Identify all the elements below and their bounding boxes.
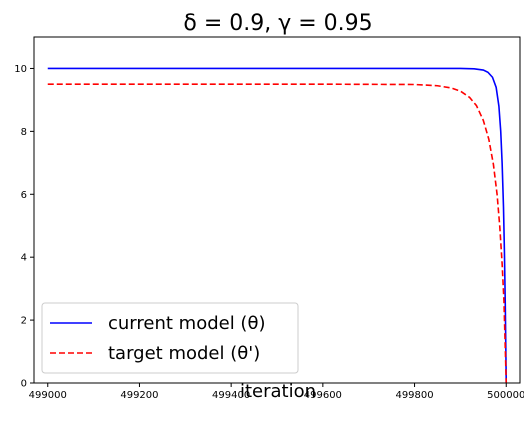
- x-tick-label: 499800: [395, 390, 433, 401]
- chart-title: δ = 0.9, γ = 0.95: [183, 11, 372, 36]
- y-tick-label: 2: [21, 316, 27, 327]
- series-line-1: [47, 67, 508, 384]
- y-tick-label: 0: [21, 379, 27, 390]
- legend-box: [41, 302, 299, 374]
- legend: current model (θ) target model (θ'): [41, 302, 299, 374]
- plot-area: [33, 36, 521, 384]
- x-tick-label: 499000: [29, 390, 67, 401]
- y-tick-label: 6: [21, 190, 27, 201]
- y-tick-label: 8: [21, 127, 27, 138]
- y-tick-label: 4: [21, 253, 27, 264]
- y-tick-label: 10: [14, 64, 27, 75]
- x-tick-label: 499600: [304, 390, 342, 401]
- y-axis: 0 2 4 6 8 10: [14, 64, 34, 390]
- x-tick-label: 500000: [487, 390, 524, 401]
- x-tick-label: 499400: [212, 390, 250, 401]
- x-tick-label: 499200: [120, 390, 158, 401]
- x-axis: 499000 499200 499400 499600 499800 500000: [29, 383, 524, 401]
- axes-frame: [33, 36, 521, 384]
- legend-entry-1: current model (θ): [108, 313, 265, 334]
- x-axis-label: iteration: [240, 381, 316, 402]
- legend-entry-2: target model (θ'): [108, 343, 260, 364]
